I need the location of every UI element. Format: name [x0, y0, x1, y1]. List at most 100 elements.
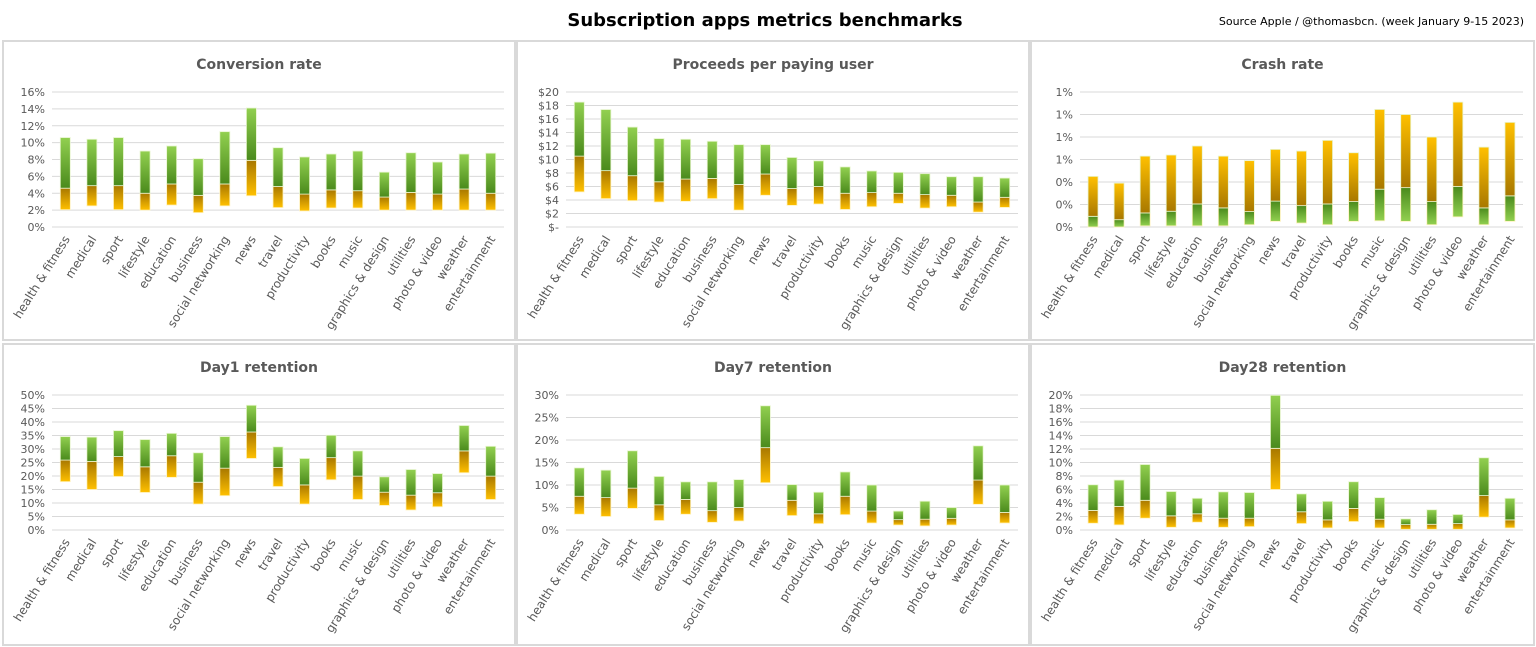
- chart-title: Crash rate: [1241, 57, 1323, 73]
- y-tick-label: 8%: [28, 154, 45, 167]
- bar-upper-segment: [866, 170, 878, 193]
- y-tick-label: 1%: [1056, 109, 1073, 122]
- y-tick-label: 1%: [1056, 86, 1073, 99]
- bar-lower-segment: [166, 455, 178, 478]
- bar-lower-segment: [432, 193, 443, 211]
- bar-upper-segment: [219, 436, 231, 469]
- x-category-label: health & fitness: [525, 233, 587, 321]
- x-category-label: health & fitness: [1038, 536, 1100, 624]
- bar-lower-segment: [972, 479, 984, 505]
- bar-upper-segment: [378, 476, 390, 493]
- bar-upper-segment: [999, 484, 1011, 513]
- y-tick-label: $2: [545, 208, 559, 221]
- bar-upper-segment: [1270, 148, 1281, 202]
- bar-lower-segment: [919, 518, 931, 527]
- bar-upper-segment: [1087, 175, 1099, 217]
- bar-upper-segment: [1452, 514, 1464, 524]
- bar-upper-segment: [113, 137, 124, 187]
- bar-upper-segment: [1296, 150, 1307, 207]
- bar-upper-segment: [378, 171, 390, 198]
- y-tick-label: 20%: [1049, 389, 1073, 402]
- bar-upper-segment: [139, 439, 151, 468]
- bar-lower-segment: [1426, 523, 1438, 530]
- bar-upper-segment: [760, 405, 771, 449]
- bar-lower-segment: [113, 185, 124, 211]
- bar-lower-segment: [1322, 519, 1333, 529]
- bar-lower-segment: [246, 431, 257, 459]
- bar-upper-segment: [405, 469, 417, 496]
- panel-crash-rate: Crash rate 0% 0% 0% 1% 1% 1% 1% health & fitness…: [1030, 40, 1535, 341]
- bar-upper-segment: [892, 510, 904, 521]
- y-tick-label: 12%: [1049, 443, 1073, 456]
- panel-conversion-rate: Conversion rate 0% 2% 4% 6% 8% 10% 12% 14% 16% hea…: [2, 40, 516, 341]
- y-tick-label: 0%: [1056, 221, 1073, 234]
- bar-lower-segment: [972, 201, 984, 213]
- bar-upper-segment: [1270, 394, 1281, 449]
- y-tick-label: 25%: [21, 457, 45, 470]
- chart-title: Day1 retention: [200, 360, 318, 376]
- bar-upper-segment: [1113, 182, 1125, 221]
- bar-lower-segment: [999, 512, 1011, 524]
- chart-title: Day28 retention: [1219, 360, 1347, 376]
- y-tick-label: $10: [538, 154, 559, 167]
- bar-upper-segment: [1243, 160, 1255, 212]
- bar-lower-segment: [1400, 524, 1412, 530]
- bar-upper-segment: [325, 434, 337, 459]
- bar-lower-segment: [1296, 205, 1307, 224]
- bar-upper-segment: [1165, 154, 1177, 212]
- bar-upper-segment: [59, 137, 71, 189]
- chart-title: Day7 retention: [714, 360, 832, 376]
- y-tick-label: 8%: [1056, 470, 1073, 483]
- bar-upper-segment: [192, 158, 204, 196]
- bar-lower-segment: [733, 184, 745, 211]
- bar-lower-segment: [1426, 201, 1438, 226]
- bar-lower-segment: [627, 487, 638, 509]
- bar-lower-segment: [166, 183, 178, 206]
- x-category-label: health & fitness: [1038, 233, 1100, 321]
- bar-lower-segment: [1165, 210, 1177, 227]
- bar-lower-segment: [378, 491, 390, 506]
- x-category-label: books: [1330, 233, 1361, 271]
- bar-upper-segment: [246, 404, 257, 433]
- bar-upper-segment: [999, 177, 1011, 198]
- y-tick-label: 15%: [535, 457, 559, 470]
- bar-lower-segment: [219, 467, 231, 497]
- bar-lower-segment: [1139, 212, 1151, 227]
- y-tick-label: 20%: [535, 434, 559, 447]
- bar-lower-segment: [1217, 207, 1229, 227]
- bar-lower-segment: [760, 447, 771, 484]
- bar-lower-segment: [1191, 203, 1203, 227]
- bar-upper-segment: [1400, 114, 1412, 189]
- y-tick-label: $14: [538, 127, 559, 140]
- chart-proceeds: Proceeds per paying user $-$2$4$6$8$10$12…: [525, 57, 1018, 332]
- bar-lower-segment: [1400, 187, 1412, 222]
- bar-upper-segment: [1374, 497, 1386, 520]
- y-tick-label: 0%: [28, 221, 45, 234]
- bar-upper-segment: [1217, 155, 1229, 209]
- bar-lower-segment: [866, 192, 878, 208]
- y-tick-label: 10%: [21, 137, 45, 150]
- bar-lower-segment: [272, 186, 284, 208]
- bar-upper-segment: [972, 445, 984, 481]
- bar-lower-segment: [1504, 195, 1516, 222]
- bar-lower-segment: [325, 189, 337, 209]
- bar-upper-segment: [1113, 479, 1125, 507]
- y-tick-label: 12%: [21, 120, 45, 133]
- bar-upper-segment: [892, 171, 904, 194]
- bar-lower-segment: [839, 495, 851, 516]
- bar-lower-segment: [352, 190, 364, 209]
- bar-upper-segment: [1322, 139, 1333, 205]
- y-tick-label: 6%: [1056, 484, 1073, 497]
- bar-upper-segment: [1426, 509, 1438, 525]
- bar-upper-segment: [432, 161, 443, 195]
- bar-lower-segment: [1243, 211, 1255, 226]
- y-tick-label: 45%: [21, 403, 45, 416]
- bar-upper-segment: [219, 131, 231, 185]
- bar-lower-segment: [1113, 505, 1125, 526]
- bar-upper-segment: [1165, 491, 1177, 517]
- y-tick-label: $16: [538, 113, 559, 126]
- bar-lower-segment: [1087, 215, 1099, 228]
- bar-upper-segment: [1139, 155, 1151, 214]
- bar-upper-segment: [246, 107, 257, 161]
- bar-upper-segment: [786, 157, 798, 189]
